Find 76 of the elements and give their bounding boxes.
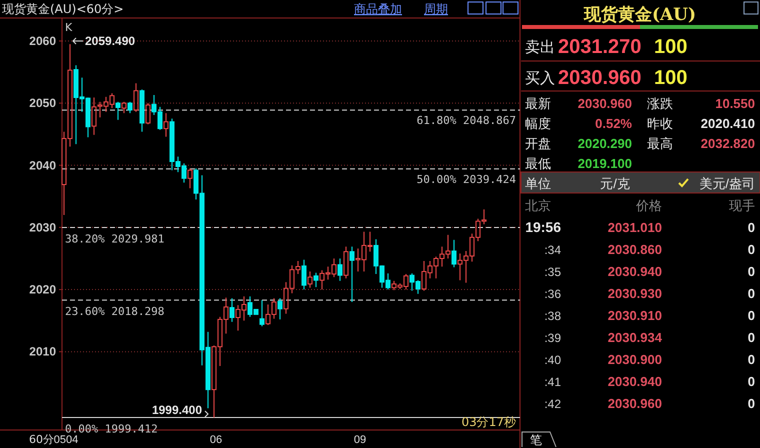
ref-line-label: 23.60% 2018.298	[65, 305, 164, 318]
text: 2030.960	[578, 96, 632, 111]
chart-title: 现货黄金(AU)<60分>	[2, 2, 124, 16]
text: 开盘	[525, 136, 551, 151]
text: :41	[544, 375, 562, 389]
text: 2031.270	[558, 36, 642, 58]
y-tick-label: 2050	[29, 96, 56, 110]
text: 2030.940	[608, 264, 662, 279]
ref-line-label: 38.20% 2029.981	[65, 232, 164, 246]
text: 单位	[525, 176, 551, 191]
text: 0	[748, 286, 755, 301]
y-tick-label: 2040	[29, 158, 56, 172]
ref-line-label: 50.00% 2039.424	[416, 172, 516, 186]
text: 2019.100	[578, 156, 632, 171]
text: 0.52%	[595, 116, 632, 131]
annotation: 03分17秒	[461, 415, 516, 429]
text: :34	[544, 243, 562, 257]
text: 2020.410	[700, 116, 755, 131]
text: 北京	[525, 198, 551, 213]
x-axis-title: 60分	[29, 433, 54, 446]
text: :35	[544, 265, 562, 279]
text: 2030.860	[608, 242, 662, 257]
text: :40	[544, 353, 562, 367]
text: 0	[748, 220, 755, 235]
text: 笔	[530, 433, 542, 447]
text: 昨收	[647, 116, 673, 131]
text: 10.550	[715, 96, 755, 111]
text: 100	[654, 67, 688, 89]
text: :36	[544, 287, 562, 301]
text: 现货黄金(AU)	[582, 5, 696, 25]
text: :42	[544, 397, 562, 411]
text: 周期	[424, 2, 448, 16]
annotation: K	[65, 21, 73, 34]
x-tick-label: 0504	[54, 434, 78, 446]
text: 商品叠加	[354, 2, 402, 16]
text: 0	[748, 374, 755, 389]
text: 涨跌	[647, 96, 673, 111]
text: 买入	[525, 70, 555, 87]
text: 2031.010	[608, 220, 662, 235]
text: 最高	[647, 136, 673, 151]
text: 现手	[729, 198, 755, 213]
y-tick-label: 2020	[29, 282, 56, 297]
y-tick-label: 2060	[29, 34, 56, 48]
text: 幅度	[525, 116, 551, 131]
ref-line-label: 61.80% 2048.867	[416, 114, 516, 128]
text: 2030.930	[608, 286, 662, 301]
text: 2030.960	[608, 396, 662, 411]
annotation: 1999.400	[152, 403, 202, 417]
text: 最低	[525, 156, 551, 171]
text: 最新	[525, 96, 551, 111]
annotation: 2059.490	[85, 34, 136, 48]
text: 100	[654, 36, 688, 58]
text: 0	[748, 264, 755, 279]
text: 0	[748, 352, 755, 367]
text: 0	[748, 308, 755, 323]
text: 2020.290	[578, 136, 632, 151]
x-tick-label: 09	[354, 434, 366, 446]
text: 2030.910	[608, 308, 662, 323]
text: 2030.940	[608, 374, 662, 389]
text: 卖出	[525, 39, 555, 56]
text: :39	[544, 331, 562, 345]
text: 0	[748, 242, 755, 257]
text: 0	[748, 396, 755, 411]
text: 2032.820	[700, 136, 755, 151]
text: :38	[544, 309, 562, 323]
text: 美元/盎司	[699, 176, 755, 191]
text: 2030.960	[558, 67, 642, 89]
y-tick-label: 2010	[29, 344, 56, 359]
text: 2030.934	[608, 330, 663, 345]
text: 价格	[635, 198, 662, 213]
x-tick-label: 06	[210, 434, 222, 446]
text: 0	[748, 330, 755, 345]
text: 2030.900	[608, 352, 662, 367]
text: 19:56	[525, 219, 562, 235]
y-tick-label: 2030	[29, 220, 56, 234]
text: 元/克	[600, 176, 630, 191]
